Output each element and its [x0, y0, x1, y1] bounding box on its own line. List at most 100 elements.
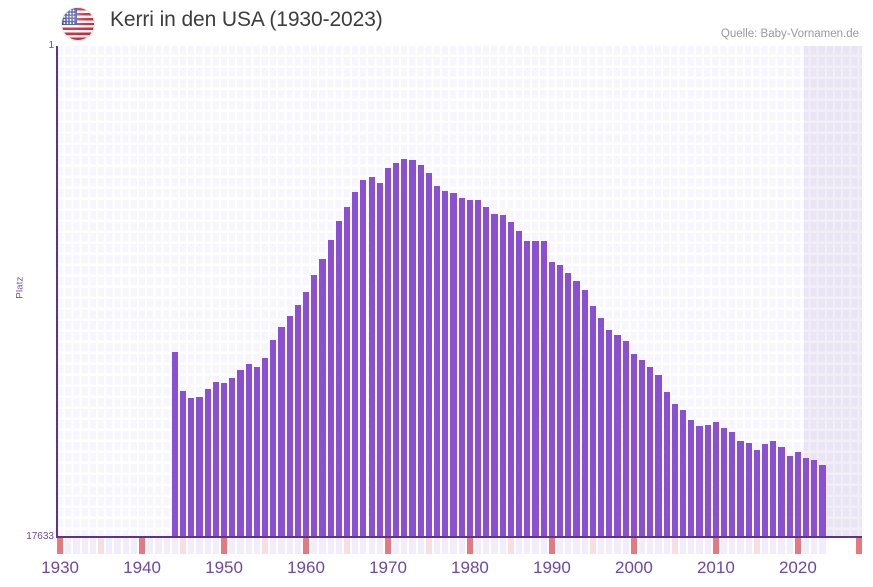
- x-tick-marker: [65, 538, 72, 554]
- x-tick-marker: [499, 538, 506, 554]
- bar: [171, 352, 178, 537]
- bar: [384, 168, 392, 537]
- x-tick-marker: [802, 538, 810, 554]
- bar: [557, 265, 564, 537]
- x-tick-marker: [548, 538, 556, 554]
- x-tick-marker: [532, 538, 539, 554]
- x-tick-marker: [122, 538, 129, 554]
- x-tick-marker: [622, 538, 629, 554]
- x-tick-marker: [770, 538, 777, 554]
- bar: [778, 447, 785, 537]
- bar: [466, 200, 474, 537]
- x-tick-marker: [417, 538, 424, 554]
- x-tick-marker: [81, 538, 88, 554]
- x-tick-label-1990: 1990: [533, 558, 571, 577]
- bar: [647, 367, 654, 537]
- bar: [507, 222, 515, 537]
- x-tick-marker: [384, 538, 392, 554]
- bar: [302, 292, 310, 537]
- bar: [761, 444, 769, 537]
- bar: [245, 364, 252, 537]
- bar: [270, 340, 277, 537]
- bar: [671, 404, 678, 537]
- x-tick-label-2020: 2020: [778, 558, 817, 577]
- x-tick-marker: [352, 538, 359, 554]
- bar: [712, 422, 719, 537]
- bar: [688, 420, 695, 537]
- x-tick-marker: [237, 538, 244, 554]
- usa-flag-icon: [62, 8, 94, 40]
- x-tick-marker: [97, 538, 105, 554]
- bar: [179, 391, 187, 537]
- x-tick-label-1980: 1980: [451, 558, 489, 577]
- bar: [327, 240, 334, 537]
- bar: [811, 460, 818, 537]
- bar: [606, 330, 613, 537]
- x-tick-marker: [401, 538, 408, 554]
- x-tick-marker: [376, 538, 383, 554]
- x-tick-marker: [688, 538, 695, 554]
- bar: [565, 273, 572, 537]
- x-tick-label-1950: 1950: [205, 558, 243, 577]
- bar: [491, 214, 498, 537]
- x-tick-marker: [442, 538, 449, 554]
- x-tick-marker: [147, 538, 154, 554]
- x-tick-marker: [721, 538, 728, 554]
- x-tick-label-1970: 1970: [369, 558, 407, 577]
- x-tick-marker: [507, 538, 515, 554]
- bar: [589, 306, 597, 537]
- x-tick-marker: [663, 538, 670, 554]
- x-tick-marker: [409, 538, 416, 554]
- x-tick-marker: [327, 538, 334, 554]
- x-tick-marker: [196, 538, 203, 554]
- y-tick-label-top: 1: [48, 40, 54, 51]
- bar: [516, 231, 523, 537]
- x-tick-label-2000: 2000: [615, 558, 653, 577]
- x-tick-marker: [573, 538, 580, 554]
- x-tick-marker: [450, 538, 457, 554]
- bar: [737, 441, 744, 537]
- bar: [450, 193, 457, 537]
- x-tick-marker: [516, 538, 523, 554]
- bar: [655, 375, 662, 537]
- x-tick-label-1940: 1940: [123, 558, 161, 577]
- x-axis-tick-band: [57, 538, 862, 554]
- x-tick-marker: [466, 538, 474, 554]
- x-tick-marker: [368, 538, 375, 554]
- x-tick-marker: [729, 538, 736, 554]
- x-tick-marker: [360, 538, 367, 554]
- bar: [401, 159, 408, 537]
- x-tick-marker: [220, 538, 228, 554]
- x-tick-marker: [286, 538, 293, 554]
- bar: [212, 382, 219, 537]
- chart-plot-area: [57, 46, 862, 537]
- bar: [614, 335, 621, 537]
- x-tick-marker: [343, 538, 351, 554]
- bar: [630, 354, 638, 537]
- x-tick-marker: [245, 538, 252, 554]
- x-tick-marker: [270, 538, 277, 554]
- source-credit: Quelle: Baby-Vornamen.de: [720, 28, 859, 40]
- bar: [548, 262, 556, 537]
- bar: [253, 367, 260, 537]
- bar: [261, 358, 269, 537]
- bar: [376, 183, 383, 537]
- flag-stars: [63, 9, 76, 24]
- x-tick-marker: [319, 538, 326, 554]
- x-tick-marker: [425, 538, 433, 554]
- bar: [753, 450, 760, 537]
- x-tick-marker: [475, 538, 482, 554]
- bar: [622, 341, 629, 537]
- bar: [286, 316, 293, 537]
- x-tick-marker: [589, 538, 597, 554]
- bar: [311, 275, 318, 537]
- bar-series: [57, 46, 862, 537]
- y-axis-label: Platz: [14, 276, 26, 299]
- x-tick-marker: [393, 538, 400, 554]
- x-tick-marker: [696, 538, 703, 554]
- x-tick-marker: [680, 538, 687, 554]
- bar: [475, 200, 482, 537]
- x-tick-marker: [229, 538, 236, 554]
- x-tick-marker: [106, 538, 113, 554]
- x-tick-marker: [171, 538, 178, 554]
